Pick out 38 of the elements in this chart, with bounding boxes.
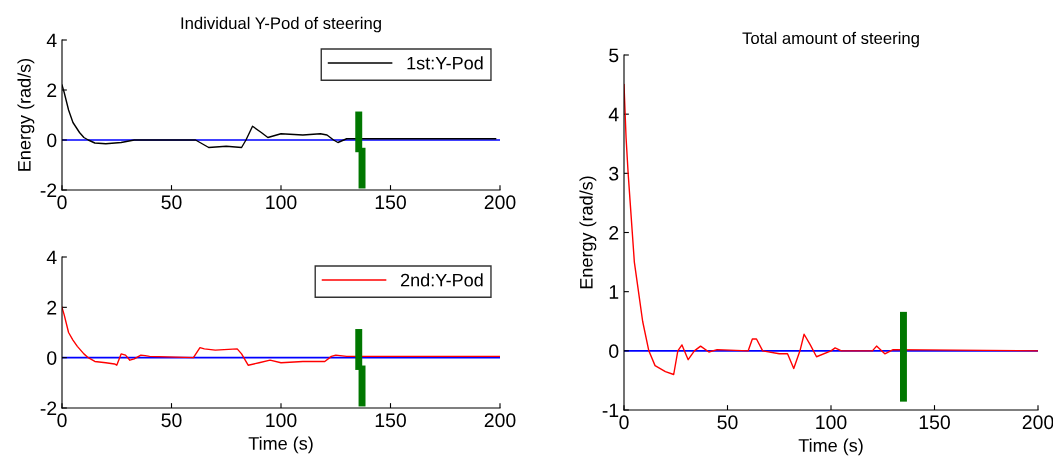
x-tick-label: 150 <box>375 413 406 428</box>
x-tick-label: 100 <box>816 415 847 430</box>
x-tick-label: 200 <box>484 413 516 428</box>
y-axis-title: Energy (rad/s) <box>579 176 597 289</box>
x-tick-label: 50 <box>161 413 182 428</box>
y-tick-label: 2 <box>47 300 57 315</box>
x-tick-label: 200 <box>484 195 516 210</box>
y-tick-label: 5 <box>609 48 619 63</box>
x-tick-label: 150 <box>919 415 950 430</box>
x-tick-label: 0 <box>57 195 67 210</box>
x-tick-label: 100 <box>266 413 297 428</box>
y-tick-label: 0 <box>47 133 57 148</box>
x-tick-label: 100 <box>266 195 297 210</box>
y-tick-label: 1 <box>609 285 619 299</box>
x-axis-title: Time (s) <box>248 436 313 454</box>
x-tick-label: 0 <box>619 415 629 430</box>
x-axis-title: Time (s) <box>798 438 863 456</box>
y-tick-label: 4 <box>46 250 57 265</box>
y-tick-label: -1 <box>602 403 619 418</box>
y-tick-label: 2 <box>609 225 619 240</box>
y-tick-label: 0 <box>609 344 619 359</box>
legend-label: 1st:Y-Pod <box>407 56 483 70</box>
y-tick-label: 2 <box>47 83 57 98</box>
y-tick-label: -2 <box>40 183 57 198</box>
y-tick-label: 4 <box>46 33 57 48</box>
chart-title: Total amount of steering <box>742 31 919 48</box>
legend-label: 2nd:Y-Pod <box>400 273 483 287</box>
x-tick-label: 200 <box>1022 415 1053 430</box>
y-tick-label: 4 <box>608 107 619 122</box>
y-axis-title: Energy (rad/s) <box>17 58 35 171</box>
y-tick-label: 0 <box>47 351 57 365</box>
x-tick-label: 50 <box>161 195 182 210</box>
x-tick-label: 0 <box>57 413 67 428</box>
chart-title: Individual Y-Pod of steering <box>181 16 381 33</box>
y-tick-label: -2 <box>40 401 57 416</box>
x-tick-label: 50 <box>717 415 738 430</box>
y-tick-label: 3 <box>609 166 619 181</box>
x-tick-label: 150 <box>375 195 406 210</box>
